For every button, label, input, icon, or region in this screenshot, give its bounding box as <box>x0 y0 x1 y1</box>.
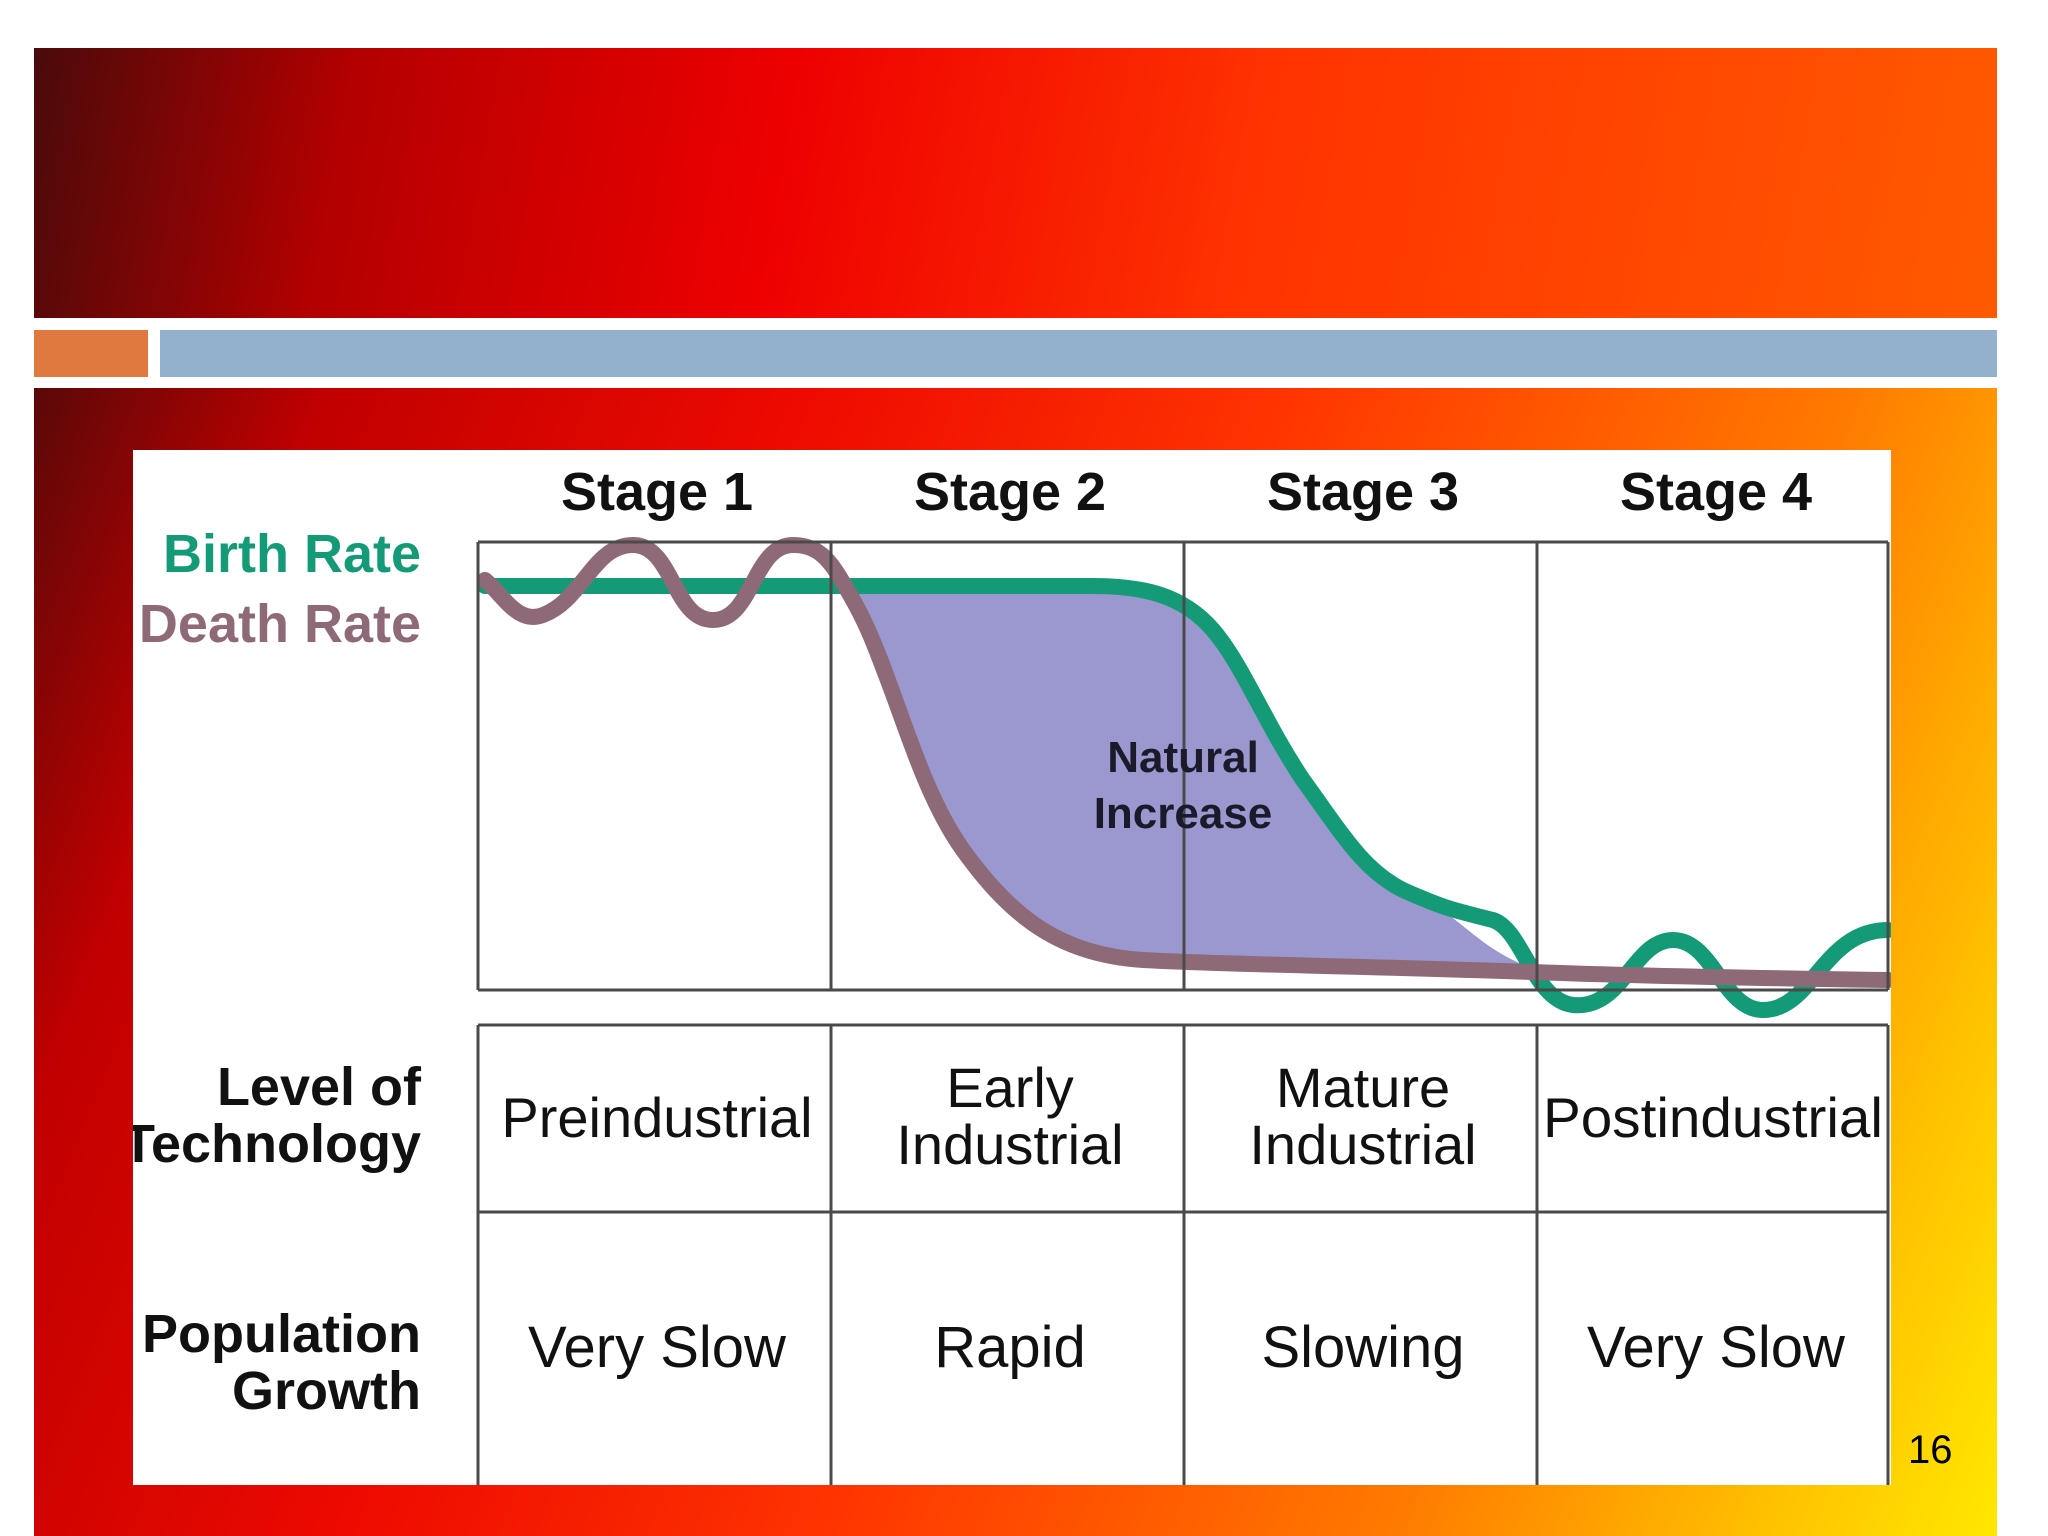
growth-cell-stage-1: Very Slow <box>528 1315 787 1380</box>
technology-row-label-line2: Technology <box>133 1114 421 1174</box>
stage-1-header: Stage 1 <box>561 462 753 522</box>
demographic-transition-diagram: Stage 1 Stage 2 Stage 3 Stage 4 Birth Ra… <box>122 462 1896 1485</box>
growth-row-label-line2: Growth <box>232 1361 421 1421</box>
natural-increase-label-line1: Natural <box>1107 733 1259 782</box>
diagram-panel: Stage 1 Stage 2 Stage 3 Stage 4 Birth Ra… <box>122 450 1896 1485</box>
natural-increase-label-line2: Increase <box>1094 789 1273 838</box>
growth-row-label-line1: Population <box>142 1304 421 1364</box>
technology-cell-stage-1: Preindustrial <box>501 1086 812 1149</box>
technology-cell-stage-3-line1: Mature <box>1276 1056 1450 1119</box>
death-rate-curve <box>477 536 1896 988</box>
growth-cell-stage-3: Slowing <box>1261 1315 1464 1380</box>
birth-rate-legend: Birth Rate <box>163 524 421 584</box>
slide-header-banner <box>34 48 1997 318</box>
slide-number: 16 <box>1908 1428 1953 1472</box>
growth-cell-stage-2: Rapid <box>934 1315 1086 1380</box>
curve-chart-grid <box>476 540 1890 992</box>
accent-bar-blue <box>160 330 1997 377</box>
death-rate-legend: Death Rate <box>139 594 421 654</box>
technology-cell-stage-4: Postindustrial <box>1543 1086 1883 1149</box>
technology-cell-stage-2-line1: Early <box>946 1056 1074 1119</box>
stage-3-header: Stage 3 <box>1267 462 1459 522</box>
birth-rate-curve <box>477 578 1896 1019</box>
stage-4-header: Stage 4 <box>1620 462 1812 522</box>
growth-cell-stage-4: Very Slow <box>1587 1315 1846 1380</box>
accent-bar-orange <box>34 330 148 377</box>
technology-cell-stage-2-line2: Industrial <box>896 1113 1123 1176</box>
natural-increase-area <box>831 577 1543 972</box>
stage-2-header: Stage 2 <box>914 462 1106 522</box>
technology-cell-stage-3-line2: Industrial <box>1249 1113 1476 1176</box>
technology-row-label-line1: Level of <box>217 1057 422 1117</box>
stage-table-grid <box>476 1023 1890 1485</box>
